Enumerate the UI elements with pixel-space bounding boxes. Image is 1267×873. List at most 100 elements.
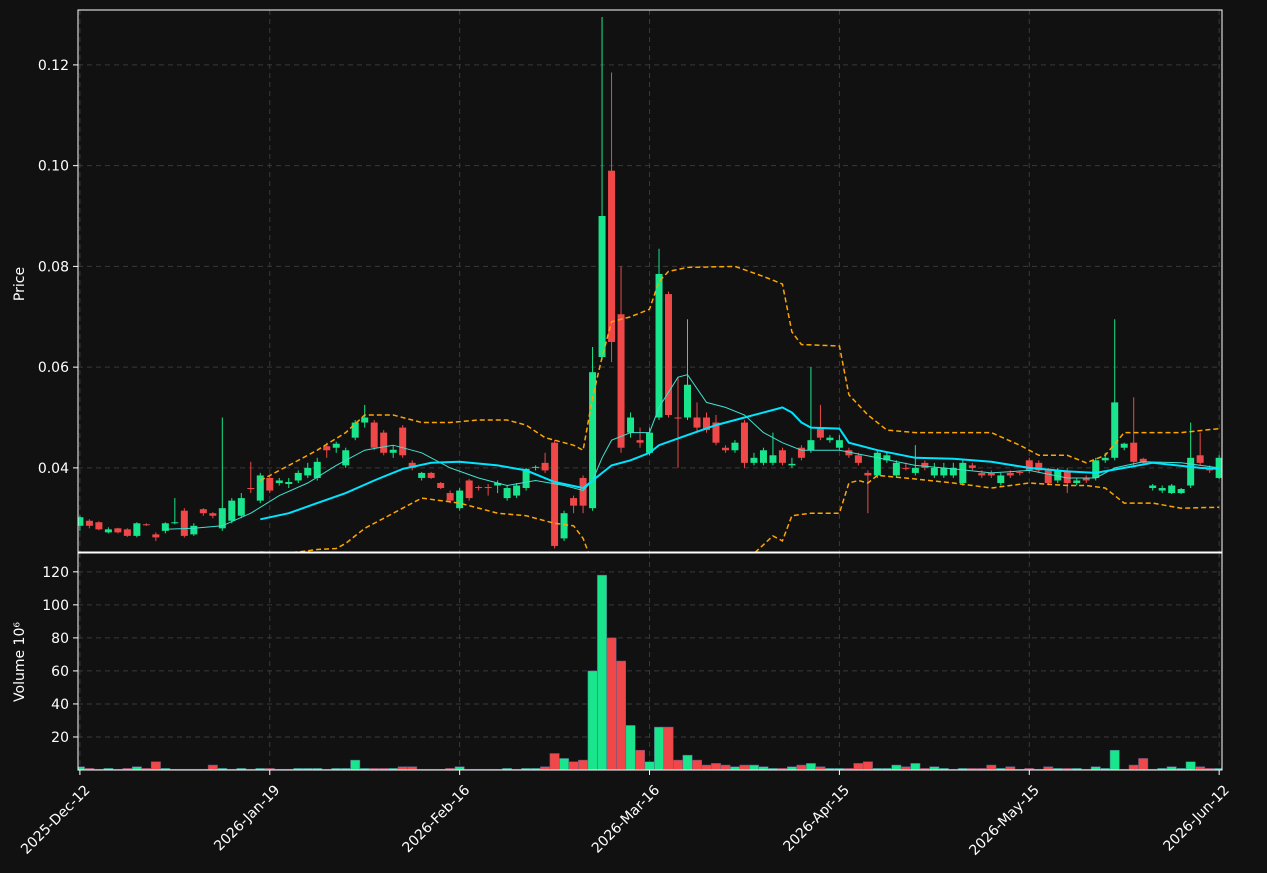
volume-bar	[749, 764, 759, 770]
candle-body	[209, 513, 217, 516]
candle-body	[930, 467, 938, 476]
volume-bar	[663, 726, 674, 770]
candle-body	[266, 477, 274, 491]
candle-body	[1120, 443, 1128, 448]
volume-bar	[701, 764, 712, 770]
panel-frame	[77, 9, 1223, 553]
candle-body	[1139, 458, 1147, 463]
candle-body	[646, 432, 654, 453]
candle-body	[475, 487, 483, 489]
candle-body	[968, 465, 976, 468]
candle-body	[142, 524, 150, 526]
indicator-line	[260, 406, 1220, 521]
y-tick-label: 80	[51, 631, 69, 647]
candle-body	[636, 440, 644, 443]
volume-bar	[739, 764, 750, 770]
candle-body	[1111, 402, 1119, 458]
candle-body	[797, 447, 805, 458]
volume-bar	[587, 670, 598, 770]
candle-body	[1158, 488, 1166, 491]
candle-body	[351, 422, 359, 438]
candle-body	[712, 422, 720, 443]
candle-body	[721, 447, 729, 451]
candle-body	[78, 517, 84, 526]
candle-body	[731, 442, 739, 451]
candle-body	[190, 525, 198, 535]
candle-body	[864, 472, 872, 476]
y-tick-label: 0.08	[38, 259, 69, 275]
candle-body	[997, 475, 1005, 483]
candle-body	[503, 488, 511, 499]
x-tick-label: 2026-Jan-19	[211, 782, 283, 854]
candle-body	[816, 427, 824, 438]
candle-body	[1168, 485, 1176, 494]
volume-bar	[1109, 749, 1120, 770]
candle-body	[180, 510, 188, 536]
candle-body	[788, 463, 796, 466]
candle-body	[693, 417, 701, 428]
candle-body	[399, 427, 407, 456]
candle-body	[769, 455, 777, 463]
volume-bar	[568, 761, 579, 770]
candle-body	[560, 513, 568, 539]
candle-body	[759, 450, 767, 463]
indicator-line	[165, 374, 1220, 530]
x-tick-label: 2025-Dec-12	[18, 782, 93, 857]
candle-body	[665, 294, 673, 415]
candle-body	[778, 450, 786, 463]
candle-body	[247, 488, 255, 490]
candle-body	[1196, 455, 1204, 463]
candle-body	[361, 417, 369, 423]
candle-body	[123, 529, 131, 536]
volume-bar	[350, 759, 361, 770]
candle-body	[256, 475, 264, 501]
candle-body	[845, 450, 853, 456]
candle-body	[85, 520, 93, 526]
price-plot	[78, 17, 1222, 552]
candle-body	[1063, 470, 1071, 483]
candle-body	[313, 461, 321, 478]
candle-body	[513, 485, 521, 496]
volume-bar	[207, 764, 218, 770]
y-tick-label: 0.06	[38, 360, 69, 376]
candle-body	[532, 466, 540, 468]
candle-body	[1082, 477, 1090, 481]
candle-body	[446, 493, 454, 501]
candle-body	[1044, 470, 1052, 483]
volume-bar	[606, 637, 617, 770]
candle-body	[608, 170, 616, 342]
volume-bar	[891, 764, 902, 770]
candle-body	[740, 422, 748, 463]
candle-body	[627, 417, 635, 433]
candle-body	[104, 529, 112, 533]
x-tick-label: 2026-May-15	[966, 782, 1043, 859]
x-tick-label: 2026-Mar-16	[589, 782, 663, 856]
candle-body	[133, 523, 141, 536]
candle-body	[1130, 442, 1138, 462]
volume-bar	[559, 758, 570, 770]
candle-body	[237, 498, 245, 516]
candle-body	[304, 467, 312, 476]
candle-body	[978, 472, 986, 476]
candle-body	[437, 482, 445, 489]
candle-body	[228, 500, 236, 521]
y-tick-label: 120	[42, 565, 69, 581]
candle-body	[579, 477, 587, 506]
candle-body	[902, 467, 910, 469]
volume-bar	[711, 763, 721, 770]
candle-body	[674, 417, 682, 419]
volume-bar	[853, 763, 864, 770]
candle-body	[1025, 460, 1033, 471]
candle-body	[285, 481, 293, 484]
candle-body	[294, 472, 302, 481]
candle-body	[408, 462, 416, 468]
y-tick-label: 0.04	[38, 461, 69, 477]
y-tick-label: 20	[51, 730, 69, 746]
candle-body	[275, 480, 283, 483]
volume-bar	[635, 749, 645, 770]
y-tick-label: 100	[42, 598, 69, 614]
y-axis-label: Price	[12, 267, 28, 301]
candle-body	[911, 467, 919, 473]
candle-body	[570, 498, 578, 506]
